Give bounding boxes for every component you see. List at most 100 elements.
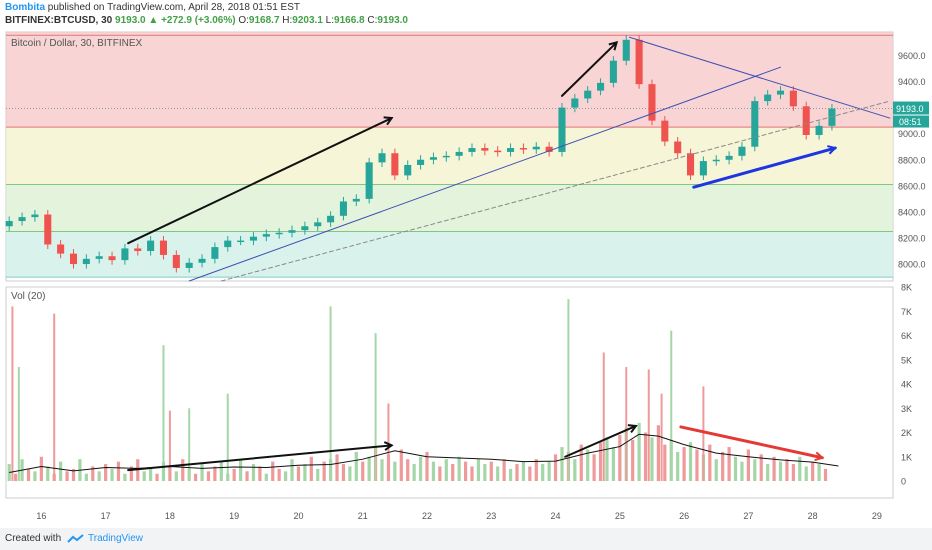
candle[interactable] xyxy=(635,39,643,85)
volume-bar[interactable] xyxy=(528,466,532,482)
candle[interactable] xyxy=(674,141,682,154)
candle[interactable] xyxy=(545,146,553,152)
candle[interactable] xyxy=(262,234,270,237)
volume-spike[interactable] xyxy=(647,369,650,482)
volume-bar[interactable] xyxy=(116,461,121,482)
chart-canvas[interactable]: Bitcoin / Dollar, 30, BITFINEX 9600.0 9400… xyxy=(0,28,932,528)
candle[interactable] xyxy=(249,236,257,241)
candle[interactable] xyxy=(571,98,579,108)
volume-bar[interactable] xyxy=(817,464,821,482)
volume-bar[interactable] xyxy=(772,456,776,482)
candle[interactable] xyxy=(648,84,656,121)
volume-bar[interactable] xyxy=(688,442,693,482)
volume-bar[interactable] xyxy=(586,449,590,482)
tradingview-brand[interactable]: TradingView xyxy=(88,533,144,544)
volume-bar[interactable] xyxy=(508,468,513,482)
candle[interactable] xyxy=(519,148,527,150)
candle[interactable] xyxy=(699,161,707,176)
volume-spike[interactable] xyxy=(602,352,605,482)
volume-bar[interactable] xyxy=(322,461,326,482)
candle[interactable] xyxy=(815,125,823,135)
volume-bar[interactable] xyxy=(798,456,802,482)
volume-bar[interactable] xyxy=(753,459,757,482)
candle[interactable] xyxy=(288,230,296,233)
volume-bar[interactable] xyxy=(71,468,76,482)
candle[interactable] xyxy=(365,162,373,199)
volume-bar[interactable] xyxy=(759,454,763,482)
candle[interactable] xyxy=(147,240,155,252)
candle[interactable] xyxy=(417,159,425,165)
candle[interactable] xyxy=(121,248,129,261)
volume-bar[interactable] xyxy=(149,468,153,482)
candle[interactable] xyxy=(108,256,116,261)
candle[interactable] xyxy=(198,258,206,263)
trend-line[interactable] xyxy=(220,100,891,282)
volume-bar[interactable] xyxy=(251,464,256,482)
volume-bar[interactable] xyxy=(605,437,609,482)
volume-bar[interactable] xyxy=(656,425,661,482)
trend-line[interactable] xyxy=(628,36,891,119)
candle[interactable] xyxy=(391,153,399,176)
volume-bar[interactable] xyxy=(637,422,641,482)
volume-bar[interactable] xyxy=(489,461,493,482)
volume-bar[interactable] xyxy=(296,466,301,482)
volume-bar[interactable] xyxy=(380,459,384,482)
candle[interactable] xyxy=(712,159,720,162)
volume-bar[interactable] xyxy=(245,471,249,482)
candle[interactable] xyxy=(301,226,309,231)
volume-bar[interactable] xyxy=(91,466,95,482)
volume-bar[interactable] xyxy=(174,471,178,482)
volume-bar[interactable] xyxy=(451,464,455,482)
volume-bar[interactable] xyxy=(59,461,63,482)
candle[interactable] xyxy=(57,244,65,254)
annotation-arrow[interactable] xyxy=(127,118,392,245)
volume-bar[interactable] xyxy=(682,447,686,482)
volume-spike[interactable] xyxy=(162,345,165,482)
candle[interactable] xyxy=(339,201,347,216)
volume-bar[interactable] xyxy=(412,464,416,482)
volume-bar[interactable] xyxy=(277,468,281,482)
candle[interactable] xyxy=(751,101,759,147)
trend-line[interactable] xyxy=(188,66,782,282)
volume-bar[interactable] xyxy=(129,466,133,482)
volume-bar[interactable] xyxy=(650,437,654,482)
volume-bar[interactable] xyxy=(26,468,31,482)
volume-bar[interactable] xyxy=(65,471,69,482)
volume-bar[interactable] xyxy=(521,461,526,482)
candle[interactable] xyxy=(481,148,489,151)
candle[interactable] xyxy=(661,120,669,142)
volume-bar[interactable] xyxy=(367,456,371,482)
candle[interactable] xyxy=(18,217,26,222)
candle[interactable] xyxy=(455,151,463,156)
annotation-arrow[interactable] xyxy=(560,42,617,97)
volume-bar[interactable] xyxy=(200,464,204,482)
candle[interactable] xyxy=(494,150,502,153)
annotation-arrow[interactable] xyxy=(692,148,835,189)
volume-bar[interactable] xyxy=(155,473,159,482)
volume-bar[interactable] xyxy=(213,466,217,482)
volume-pane[interactable] xyxy=(5,286,894,499)
volume-bar[interactable] xyxy=(97,471,101,482)
candle[interactable] xyxy=(558,107,566,152)
candle[interactable] xyxy=(378,153,386,163)
candle[interactable] xyxy=(95,256,103,259)
volume-bar[interactable] xyxy=(746,449,750,482)
candle[interactable] xyxy=(159,240,168,255)
volume-bar[interactable] xyxy=(547,461,551,482)
volume-bar[interactable] xyxy=(579,444,583,482)
volume-spike[interactable] xyxy=(11,306,14,482)
volume-bar[interactable] xyxy=(142,471,146,482)
volume-spike[interactable] xyxy=(329,306,332,482)
volume-spike[interactable] xyxy=(625,367,628,482)
volume-bar[interactable] xyxy=(444,459,448,482)
volume-bar[interactable] xyxy=(309,456,313,482)
volume-bar[interactable] xyxy=(766,464,770,482)
volume-spike[interactable] xyxy=(374,333,377,482)
volume-bar[interactable] xyxy=(271,461,275,482)
volume-bar[interactable] xyxy=(643,432,648,482)
volume-bar[interactable] xyxy=(425,451,429,482)
volume-bar[interactable] xyxy=(290,459,294,482)
volume-bar[interactable] xyxy=(14,473,18,482)
candle[interactable] xyxy=(738,146,746,156)
volume-bar[interactable] xyxy=(181,459,185,482)
